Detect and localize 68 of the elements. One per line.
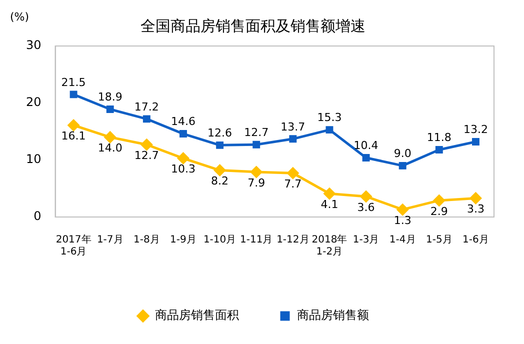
point: [398, 162, 406, 170]
data-label: 12.7: [244, 126, 269, 139]
point: [289, 135, 297, 143]
x-tick-label: 1-6月: [462, 234, 489, 246]
point: [177, 152, 189, 164]
legend-label: 商品房销售额: [297, 308, 369, 322]
data-label: 2.9: [430, 204, 448, 218]
point: [180, 130, 187, 138]
y-tick-label: 10: [26, 152, 42, 166]
data-label: 9.0: [394, 147, 412, 160]
data-label: 17.2: [134, 100, 159, 114]
data-label: 12.7: [134, 148, 159, 162]
data-label: 7.9: [248, 176, 266, 190]
x-tick-label: 1-7月: [96, 234, 124, 246]
point: [287, 167, 299, 179]
data-label: 7.7: [284, 177, 302, 190]
point: [472, 138, 480, 146]
data-label: 14.6: [170, 115, 196, 128]
point: [104, 131, 116, 143]
chart-title: 全国商品房销售面积及销售额增速: [140, 16, 366, 35]
x-tick-label: 1-10月: [203, 234, 236, 246]
x-tick-label: 1-8月: [134, 234, 160, 246]
point: [250, 166, 262, 178]
point: [216, 141, 224, 149]
y-tick-label: 0: [34, 209, 42, 224]
data-label: 8.2: [211, 174, 229, 188]
y-tick-label: 30: [26, 38, 42, 52]
point: [433, 194, 445, 206]
data-label: 4.1: [320, 198, 338, 211]
data-label: 3.3: [466, 202, 484, 216]
point: [214, 164, 226, 176]
data-label: 1.3: [394, 214, 412, 227]
point: [70, 90, 78, 98]
x-tick-label: 1-12月: [276, 234, 310, 246]
data-label: 21.5: [61, 76, 86, 89]
y-tick-label: 20: [26, 95, 42, 110]
point: [324, 188, 336, 200]
y-axis-title: (%): [10, 10, 30, 24]
data-label: 13.7: [280, 120, 306, 134]
data-label: 11.8: [426, 131, 452, 144]
legend-label: 商品房销售面积: [155, 308, 239, 322]
x-tick-label: 2017年 1-6月: [56, 234, 92, 258]
point: [326, 126, 334, 134]
x-tick-label: 1-9月: [170, 234, 196, 246]
x-tick-label: 1-5月: [426, 234, 452, 246]
point: [68, 119, 80, 131]
data-label: 13.2: [463, 123, 488, 136]
data-label: 12.6: [208, 126, 232, 140]
point: [140, 138, 152, 150]
data-label: 3.6: [357, 200, 375, 214]
x-tick-label: 1-4月: [389, 234, 416, 246]
x-tick-label: 2018年 1-2月: [312, 234, 348, 258]
x-tick-label: 1-3月: [352, 234, 380, 246]
point: [396, 204, 408, 216]
point: [360, 190, 372, 202]
point: [252, 140, 260, 148]
data-label: 10.4: [354, 139, 378, 152]
point: [362, 154, 370, 162]
point: [142, 115, 150, 123]
point: [106, 106, 114, 113]
data-label: 18.9: [98, 90, 122, 104]
point: [435, 146, 443, 154]
data-label: 15.3: [317, 111, 342, 124]
x-tick-label: 1-11月: [240, 234, 273, 246]
data-label: 16.1: [61, 130, 86, 143]
data-label: 14.0: [98, 142, 122, 155]
point: [470, 192, 482, 204]
data-label: 10.3: [170, 162, 196, 176]
